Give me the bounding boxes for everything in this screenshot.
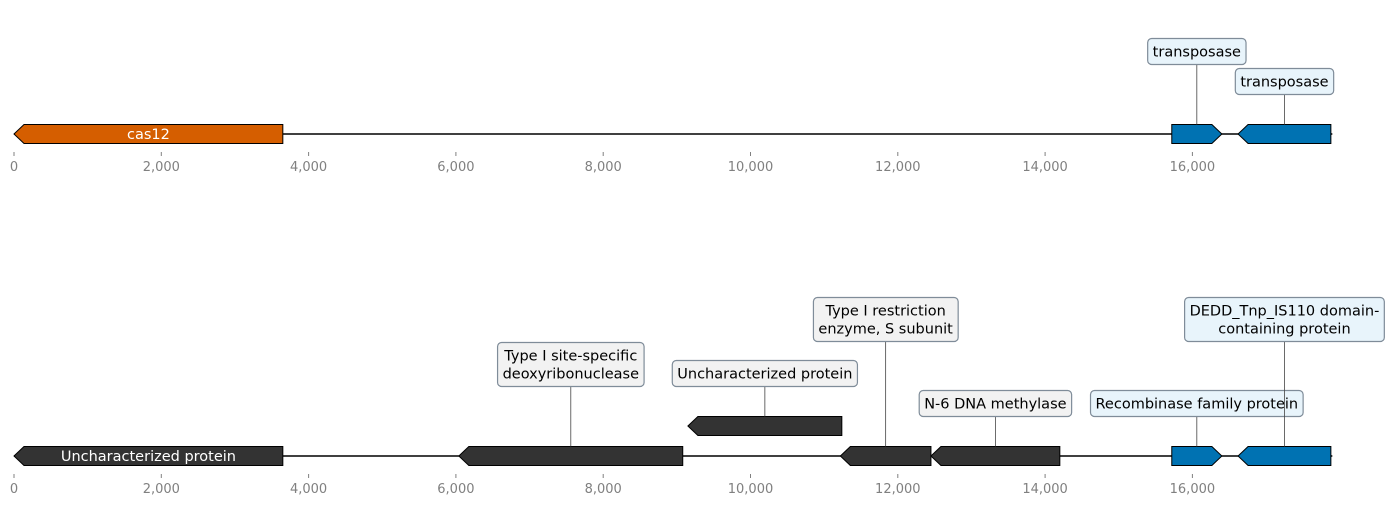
callout-label-line: deoxyribonuclease — [503, 367, 640, 383]
x-axis: 0 2,000 4,000 6,000 8,000 10,000 12,000 14,000 1… — [10, 152, 1215, 175]
gene-callout: DEDD_Tnp_IS110 domain-containing protein — [1184, 296, 1385, 447]
callout-box — [496, 341, 645, 388]
tick-label: 0 — [10, 160, 18, 175]
gene-arrow — [13, 124, 284, 144]
callout-label-line: enzyme, S subunit — [818, 322, 953, 338]
x-axis: 0 2,000 4,000 6,000 8,000 10,000 12,000 14,000 1… — [10, 474, 1215, 497]
callout-label: transposase — [1153, 45, 1241, 61]
tick-label: 12,000 — [875, 160, 921, 175]
gene-callout: transposase — [1147, 37, 1247, 125]
gene-callout: Uncharacterized protein — [671, 359, 859, 417]
gene-callout: transposase — [1234, 67, 1335, 125]
tick-label: 12,000 — [875, 482, 921, 497]
gene-arrow — [930, 446, 1061, 466]
callout-box — [812, 296, 959, 343]
callout-label: Uncharacterized protein — [677, 367, 852, 383]
tick-label: 6,000 — [437, 482, 474, 497]
gene-inline-label: cas12 — [127, 127, 170, 143]
tick-label: 6,000 — [437, 160, 474, 175]
tick-label: 4,000 — [290, 160, 327, 175]
gene-arrow — [458, 446, 684, 466]
tick-label: 10,000 — [728, 160, 774, 175]
gene-inline-label: Uncharacterized protein — [61, 449, 236, 465]
callout-label-line: containing protein — [1218, 322, 1350, 338]
callout-box — [671, 359, 859, 388]
tick-label: 2,000 — [143, 482, 180, 497]
callout-label: Type I restriction enzyme, S subunit — [818, 304, 953, 338]
gene-arrow — [1237, 124, 1332, 144]
callout-box — [1089, 389, 1304, 418]
callout-label: Type I site-specific deoxyribonuclease — [503, 349, 640, 383]
callout-label-line: N-6 DNA methylase — [924, 397, 1066, 413]
gene-arrow — [839, 446, 932, 466]
gene-callout: Recombinase family protein — [1089, 389, 1304, 447]
tick-label: 16,000 — [1170, 482, 1216, 497]
tick-label: 14,000 — [1022, 482, 1068, 497]
track-1: 0 2,000 4,000 6,000 8,000 10,000 12,000 14,000 1… — [10, 37, 1335, 175]
callout-label-line: Type I restriction — [824, 304, 945, 320]
tick-label: 14,000 — [1022, 160, 1068, 175]
gene-arrow — [1171, 446, 1223, 466]
callout-box — [1234, 67, 1335, 96]
callout-label: Recombinase family protein — [1096, 397, 1299, 413]
gene-arrow — [1237, 446, 1332, 466]
callout-box — [1184, 296, 1385, 343]
callout-label-line: transposase — [1153, 45, 1241, 61]
tick-label: 10,000 — [728, 482, 774, 497]
gene-callout: Type I site-specific deoxyribonuclease — [496, 341, 645, 447]
gene-arrow — [13, 446, 284, 466]
callout-label: DEDD_Tnp_IS110 domain-containing protein — [1190, 304, 1380, 338]
gene-callout: Type I restriction enzyme, S subunit — [812, 296, 959, 447]
callout-label-line: transposase — [1240, 75, 1328, 91]
gene-callout: N-6 DNA methylase — [918, 389, 1073, 447]
tick-label: 4,000 — [290, 482, 327, 497]
callout-label-line: Type I site-specific — [503, 349, 637, 365]
callout-box — [1147, 37, 1247, 66]
callout-box — [918, 389, 1073, 418]
gene-arrow — [1171, 124, 1223, 144]
callout-label: N-6 DNA methylase — [924, 397, 1066, 413]
track-2: 0 2,000 4,000 6,000 8,000 10,000 12,000 14,000 1… — [10, 296, 1385, 497]
tick-label: 8,000 — [585, 160, 622, 175]
callout-label-line: DEDD_Tnp_IS110 domain- — [1190, 304, 1380, 320]
tick-label: 16,000 — [1170, 160, 1216, 175]
tick-label: 0 — [10, 482, 18, 497]
gene-arrow — [687, 416, 843, 436]
callout-label-line: Recombinase family protein — [1096, 397, 1299, 413]
tick-label: 2,000 — [143, 160, 180, 175]
callout-label: transposase — [1240, 75, 1328, 91]
callout-label-line: Uncharacterized protein — [677, 367, 852, 383]
tick-label: 8,000 — [585, 482, 622, 497]
